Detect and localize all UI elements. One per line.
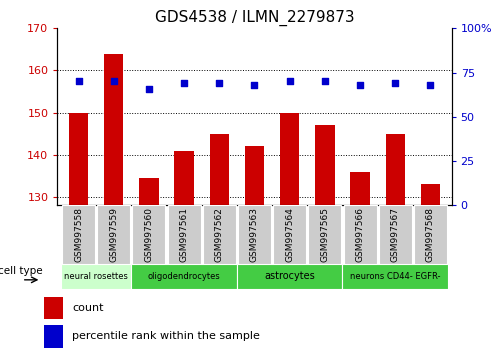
Point bbox=[74, 79, 82, 84]
Bar bbox=[131, 264, 237, 289]
Text: GSM997562: GSM997562 bbox=[215, 207, 224, 262]
Text: GSM997567: GSM997567 bbox=[391, 207, 400, 262]
Point bbox=[110, 79, 118, 84]
Text: cell type: cell type bbox=[0, 266, 42, 276]
Bar bbox=[97, 205, 130, 264]
Point bbox=[250, 82, 258, 88]
Point bbox=[427, 82, 435, 88]
Bar bbox=[44, 325, 63, 348]
Text: GSM997559: GSM997559 bbox=[109, 207, 118, 262]
Text: GSM997565: GSM997565 bbox=[320, 207, 329, 262]
Text: GSM997563: GSM997563 bbox=[250, 207, 259, 262]
Point bbox=[145, 86, 153, 91]
Bar bbox=[61, 264, 131, 289]
Text: neural rosettes: neural rosettes bbox=[64, 272, 128, 281]
Text: GSM997568: GSM997568 bbox=[426, 207, 435, 262]
Text: GSM997560: GSM997560 bbox=[144, 207, 153, 262]
Text: GSM997566: GSM997566 bbox=[356, 207, 365, 262]
Text: GSM997564: GSM997564 bbox=[285, 207, 294, 262]
Bar bbox=[379, 205, 412, 264]
Text: neurons CD44- EGFR-: neurons CD44- EGFR- bbox=[350, 272, 441, 281]
Bar bbox=[386, 134, 405, 205]
Bar bbox=[69, 113, 88, 205]
Bar bbox=[343, 205, 377, 264]
Bar bbox=[62, 205, 95, 264]
Bar bbox=[315, 125, 334, 205]
Bar bbox=[308, 205, 341, 264]
Bar bbox=[203, 205, 236, 264]
Bar bbox=[421, 184, 440, 205]
Bar bbox=[237, 264, 342, 289]
Bar bbox=[132, 205, 166, 264]
Point bbox=[215, 80, 223, 86]
Bar bbox=[342, 264, 448, 289]
Bar bbox=[414, 205, 447, 264]
Point bbox=[391, 80, 399, 86]
Text: GSM997558: GSM997558 bbox=[74, 207, 83, 262]
Text: oligodendrocytes: oligodendrocytes bbox=[148, 272, 221, 281]
Bar bbox=[44, 297, 63, 319]
Bar bbox=[238, 205, 271, 264]
Bar bbox=[139, 178, 159, 205]
Bar bbox=[280, 113, 299, 205]
Text: count: count bbox=[72, 303, 104, 313]
Bar bbox=[168, 205, 201, 264]
Bar bbox=[175, 150, 194, 205]
Point bbox=[321, 79, 329, 84]
Point bbox=[356, 82, 364, 88]
Text: GSM997561: GSM997561 bbox=[180, 207, 189, 262]
Bar bbox=[350, 172, 370, 205]
Point bbox=[286, 79, 294, 84]
Text: percentile rank within the sample: percentile rank within the sample bbox=[72, 331, 260, 342]
Point bbox=[180, 80, 188, 86]
Text: astrocytes: astrocytes bbox=[264, 271, 315, 281]
Bar bbox=[210, 134, 229, 205]
Bar bbox=[245, 146, 264, 205]
Bar bbox=[104, 53, 123, 205]
Bar bbox=[273, 205, 306, 264]
Title: GDS4538 / ILMN_2279873: GDS4538 / ILMN_2279873 bbox=[155, 9, 354, 25]
